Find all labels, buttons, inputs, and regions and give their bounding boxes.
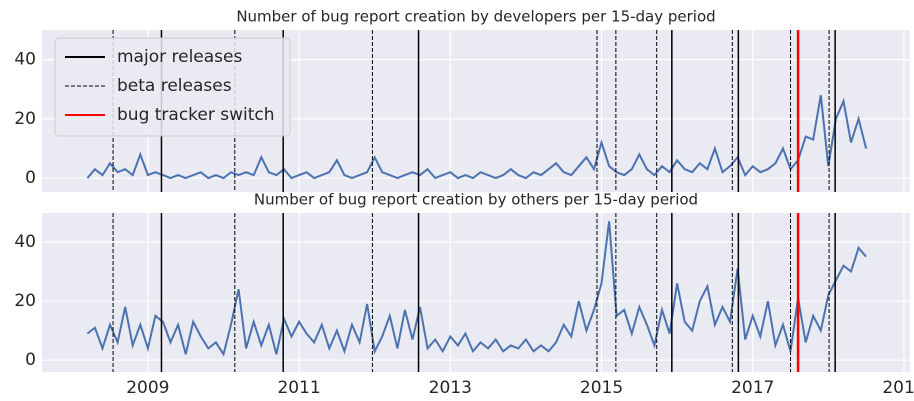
data-line — [86, 95, 868, 180]
y-tick-label: 0 — [25, 168, 36, 188]
x-tick-label: 2011 — [277, 378, 320, 398]
y-tick-label: 0 — [25, 350, 36, 370]
legend-label: major releases — [117, 47, 242, 67]
y-tick-label: 20 — [14, 109, 36, 129]
legend-label: beta releases — [117, 76, 232, 96]
data-line — [86, 221, 867, 357]
x-tick-label: 2015 — [580, 378, 623, 398]
y-tick-label: 20 — [14, 291, 36, 311]
chart-title: Number of bug report creation by others … — [254, 191, 698, 209]
legend-box — [54, 37, 291, 137]
legend: major releases beta releases bug tracker s… — [54, 37, 291, 137]
x-tick-label: 2013 — [429, 378, 472, 398]
plot-background — [42, 213, 910, 372]
legend-label: bug tracker switch — [117, 105, 275, 125]
chart-title: Number of bug report creation by develop… — [236, 8, 715, 26]
y-tick-label: 40 — [14, 50, 36, 70]
y-tick-label: 40 — [14, 232, 36, 252]
x-tick-label: 2019 — [882, 378, 914, 398]
x-tick-label: 2009 — [126, 378, 169, 398]
x-tick-label: 2017 — [731, 378, 774, 398]
